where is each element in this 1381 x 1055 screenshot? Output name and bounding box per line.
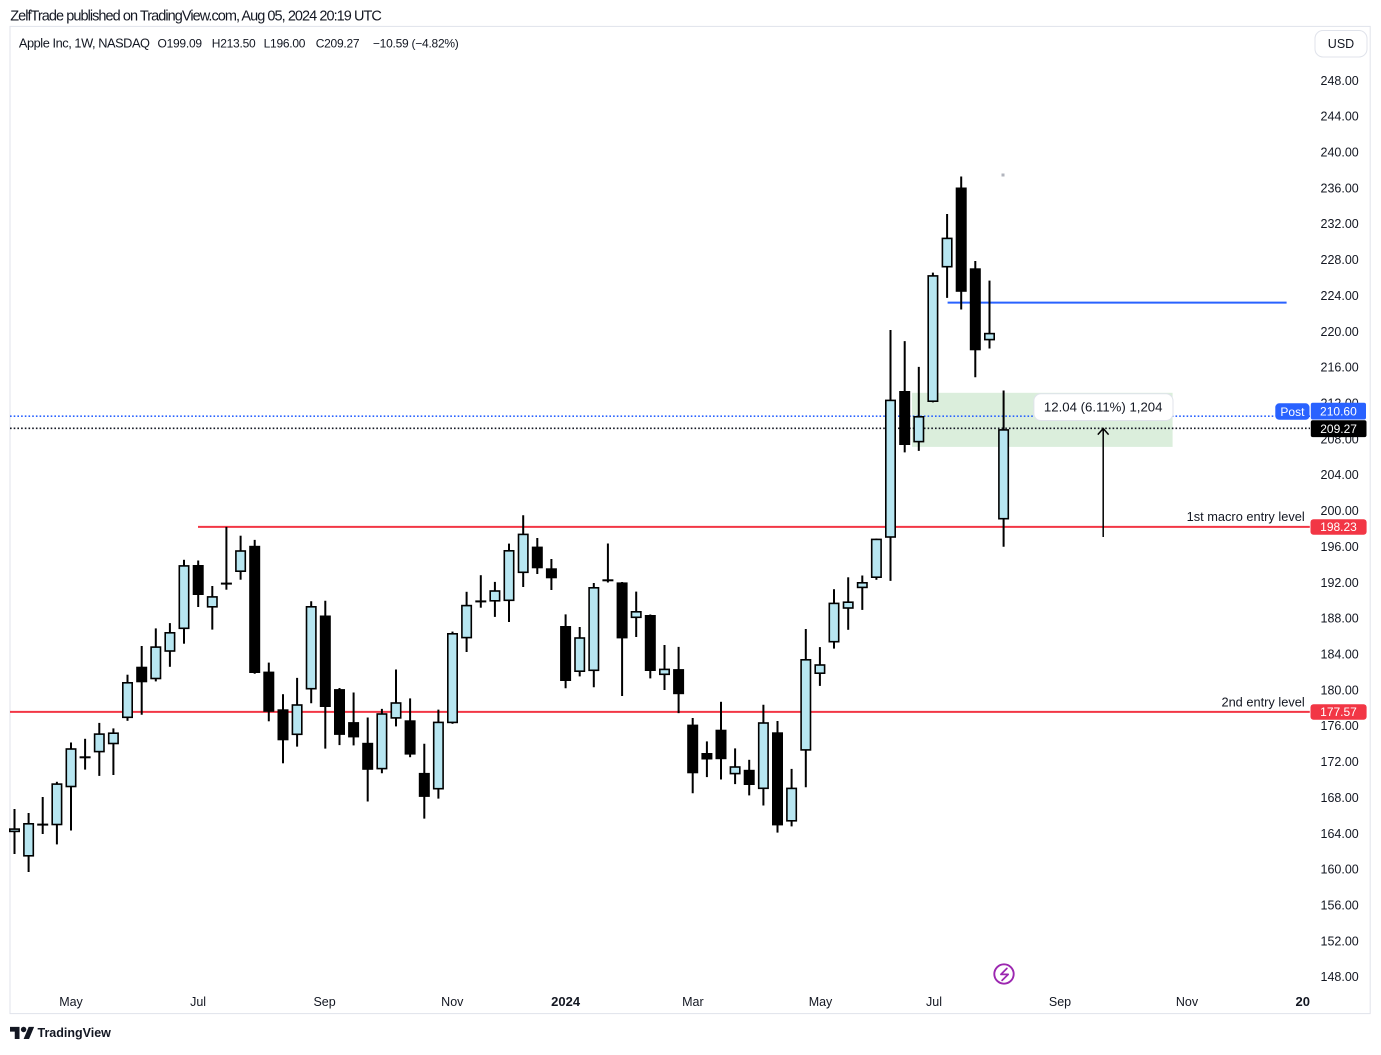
svg-text:172.00: 172.00 — [1321, 755, 1359, 769]
svg-text:180.00: 180.00 — [1321, 683, 1359, 697]
svg-text:164.00: 164.00 — [1321, 827, 1359, 841]
svg-text:May: May — [809, 995, 833, 1009]
svg-text:220.00: 220.00 — [1321, 325, 1359, 339]
svg-text:188.00: 188.00 — [1321, 612, 1359, 626]
svg-text:156.00: 156.00 — [1321, 899, 1359, 913]
svg-text:210.60: 210.60 — [1320, 404, 1357, 418]
svg-text:204.00: 204.00 — [1321, 468, 1359, 482]
svg-text:177.57: 177.57 — [1320, 705, 1357, 719]
svg-text:152.00: 152.00 — [1321, 934, 1359, 948]
svg-text:ZelfTrade published on Trading: ZelfTrade published on TradingView.com, … — [10, 9, 381, 25]
svg-text:C209.27: C209.27 — [316, 36, 360, 50]
svg-text:Nov: Nov — [441, 995, 464, 1009]
svg-text:May: May — [59, 995, 83, 1009]
svg-text:184.00: 184.00 — [1321, 648, 1359, 662]
svg-text:H213.50: H213.50 — [212, 36, 256, 50]
svg-text:2nd entry level: 2nd entry level — [1221, 694, 1304, 709]
svg-text:148.00: 148.00 — [1321, 970, 1359, 984]
svg-text:168.00: 168.00 — [1321, 791, 1359, 805]
svg-text:O199.09: O199.09 — [158, 36, 203, 50]
svg-text:Mar: Mar — [682, 995, 704, 1009]
svg-text:240.00: 240.00 — [1321, 146, 1359, 160]
svg-text:198.23: 198.23 — [1320, 520, 1357, 534]
svg-text:248.00: 248.00 — [1321, 74, 1359, 88]
svg-text:2024: 2024 — [551, 994, 581, 1009]
svg-text:L196.00: L196.00 — [264, 36, 306, 50]
svg-text:Jul: Jul — [190, 995, 206, 1009]
svg-text:2025: 2025 — [1296, 994, 1325, 1009]
svg-text:12.04 (6.11%) 1,204: 12.04 (6.11%) 1,204 — [1044, 400, 1163, 415]
svg-text:Apple Inc, 1W, NASDAQ: Apple Inc, 1W, NASDAQ — [19, 35, 150, 50]
svg-text:192.00: 192.00 — [1321, 576, 1359, 590]
svg-text:Sep: Sep — [1049, 995, 1071, 1009]
svg-text:USD: USD — [1328, 37, 1354, 51]
svg-text:Sep: Sep — [313, 995, 335, 1009]
svg-text:244.00: 244.00 — [1321, 110, 1359, 124]
svg-text:216.00: 216.00 — [1321, 361, 1359, 375]
svg-text:−10.59 (−4.82%): −10.59 (−4.82%) — [373, 36, 459, 50]
svg-text:Jul: Jul — [926, 995, 942, 1009]
svg-text:176.00: 176.00 — [1321, 719, 1359, 733]
svg-text:TradingView: TradingView — [38, 1026, 112, 1040]
svg-text:236.00: 236.00 — [1321, 181, 1359, 195]
svg-text:1st macro entry level: 1st macro entry level — [1187, 509, 1305, 524]
svg-text:200.00: 200.00 — [1321, 504, 1359, 518]
svg-text:Nov: Nov — [1176, 995, 1199, 1009]
svg-text:196.00: 196.00 — [1321, 540, 1359, 554]
svg-text:224.00: 224.00 — [1321, 289, 1359, 303]
svg-text:228.00: 228.00 — [1321, 253, 1359, 267]
svg-text:Post: Post — [1280, 405, 1305, 419]
svg-text:209.27: 209.27 — [1320, 422, 1357, 436]
svg-text:232.00: 232.00 — [1321, 217, 1359, 231]
svg-text:160.00: 160.00 — [1321, 863, 1359, 877]
